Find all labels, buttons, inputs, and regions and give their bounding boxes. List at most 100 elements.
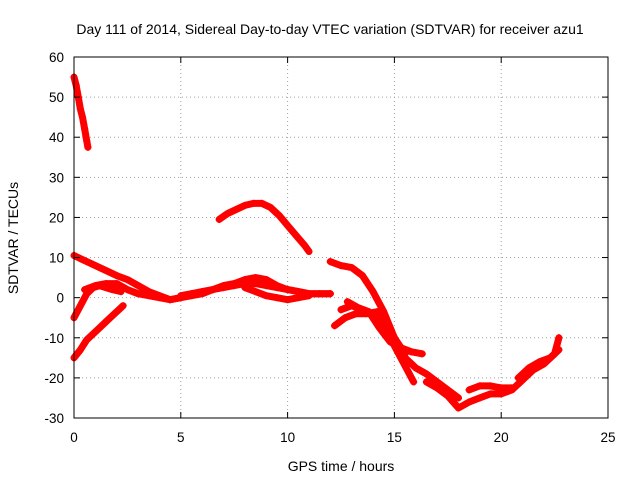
series-band bbox=[422, 334, 563, 412]
data-point bbox=[123, 276, 131, 284]
data-point bbox=[284, 286, 292, 294]
y-tick-label: 30 bbox=[49, 170, 64, 185]
data-point bbox=[337, 262, 345, 270]
series-arc-late-descent bbox=[326, 258, 462, 402]
data-point bbox=[145, 292, 153, 300]
data-point bbox=[79, 256, 87, 264]
data-point bbox=[113, 272, 121, 280]
data-point bbox=[352, 310, 360, 318]
data-point bbox=[241, 284, 249, 292]
data-point bbox=[294, 294, 302, 302]
data-point bbox=[134, 282, 142, 290]
data-point bbox=[476, 382, 484, 390]
data-point bbox=[305, 248, 313, 256]
data-point bbox=[375, 324, 383, 332]
data-point bbox=[209, 286, 217, 294]
data-point bbox=[401, 350, 409, 358]
y-axis-label: SDTVAR / TECUs bbox=[5, 182, 21, 294]
data-point bbox=[348, 264, 356, 272]
data-point bbox=[348, 302, 356, 310]
data-point bbox=[465, 386, 473, 394]
data-point bbox=[487, 390, 495, 398]
series-arc-trough-rise bbox=[422, 334, 563, 412]
data-point bbox=[454, 404, 462, 412]
series-arc-late-d bbox=[337, 302, 409, 358]
data-point bbox=[326, 258, 334, 266]
data-point bbox=[275, 211, 283, 219]
data-point bbox=[316, 290, 324, 298]
data-point bbox=[79, 113, 87, 121]
data-point bbox=[369, 312, 377, 320]
data-point bbox=[301, 242, 309, 250]
y-tick-label: 10 bbox=[49, 251, 64, 266]
data-point bbox=[508, 384, 516, 392]
data-point bbox=[546, 354, 554, 362]
y-tick-label: 40 bbox=[49, 130, 64, 145]
data-point bbox=[224, 209, 232, 217]
x-tick-label: 15 bbox=[387, 430, 402, 445]
y-tick-label: 50 bbox=[49, 90, 64, 105]
x-axis-label: GPS time / hours bbox=[288, 458, 395, 474]
y-tick-label: -30 bbox=[44, 411, 64, 426]
data-point bbox=[273, 284, 281, 292]
data-point bbox=[76, 302, 84, 310]
data-point bbox=[115, 306, 123, 314]
data-point bbox=[89, 330, 97, 338]
data-point bbox=[215, 215, 223, 223]
data-point bbox=[555, 334, 563, 342]
data-point bbox=[476, 394, 484, 402]
data-point bbox=[422, 378, 430, 386]
data-point bbox=[497, 390, 505, 398]
data-point bbox=[390, 334, 398, 342]
data-point bbox=[487, 382, 495, 390]
data-point bbox=[407, 348, 415, 356]
data-point bbox=[108, 286, 116, 294]
data-point bbox=[397, 354, 405, 362]
data-point bbox=[337, 306, 345, 314]
data-point bbox=[119, 302, 127, 310]
axis-ticks: 0 5 10 15 20 25 -30 -20 -10 0 10 20 30 40 50 60 bbox=[44, 50, 615, 445]
y-tick-label: 20 bbox=[49, 210, 64, 225]
x-tick-label: 0 bbox=[70, 430, 78, 445]
data-point bbox=[134, 290, 142, 298]
series-arc-23 bbox=[215, 199, 313, 256]
data-point bbox=[252, 280, 260, 288]
x-tick-label: 10 bbox=[280, 430, 295, 445]
data-point bbox=[83, 137, 91, 145]
series-band bbox=[514, 346, 563, 382]
y-tick-label: 0 bbox=[56, 291, 64, 306]
data-series-layer bbox=[70, 73, 563, 412]
data-point bbox=[284, 296, 292, 304]
data-point bbox=[108, 312, 116, 320]
plot-frame bbox=[73, 56, 609, 419]
y-tick-label: -10 bbox=[44, 331, 64, 346]
x-tick-label: 5 bbox=[177, 430, 185, 445]
y-tick-label: 60 bbox=[49, 50, 64, 65]
data-point bbox=[454, 394, 462, 402]
data-point bbox=[267, 203, 275, 211]
data-point bbox=[292, 231, 300, 239]
data-point bbox=[81, 125, 89, 133]
data-point bbox=[166, 296, 174, 304]
data-point bbox=[358, 272, 366, 280]
data-point bbox=[91, 282, 99, 290]
data-point bbox=[252, 288, 260, 296]
data-point bbox=[198, 288, 206, 296]
data-point bbox=[410, 378, 418, 386]
data-point bbox=[418, 350, 426, 358]
data-point bbox=[220, 284, 228, 292]
data-point bbox=[187, 290, 195, 298]
data-point bbox=[262, 276, 270, 284]
x-tick-label: 25 bbox=[600, 430, 615, 445]
data-point bbox=[102, 280, 110, 288]
data-point bbox=[81, 286, 89, 294]
data-point bbox=[123, 286, 131, 294]
data-point bbox=[433, 384, 441, 392]
data-point bbox=[76, 105, 84, 113]
data-point bbox=[536, 358, 544, 366]
data-point bbox=[252, 274, 260, 282]
data-point bbox=[83, 336, 91, 344]
series-arc-start-15 bbox=[70, 302, 127, 362]
data-point bbox=[380, 318, 388, 326]
